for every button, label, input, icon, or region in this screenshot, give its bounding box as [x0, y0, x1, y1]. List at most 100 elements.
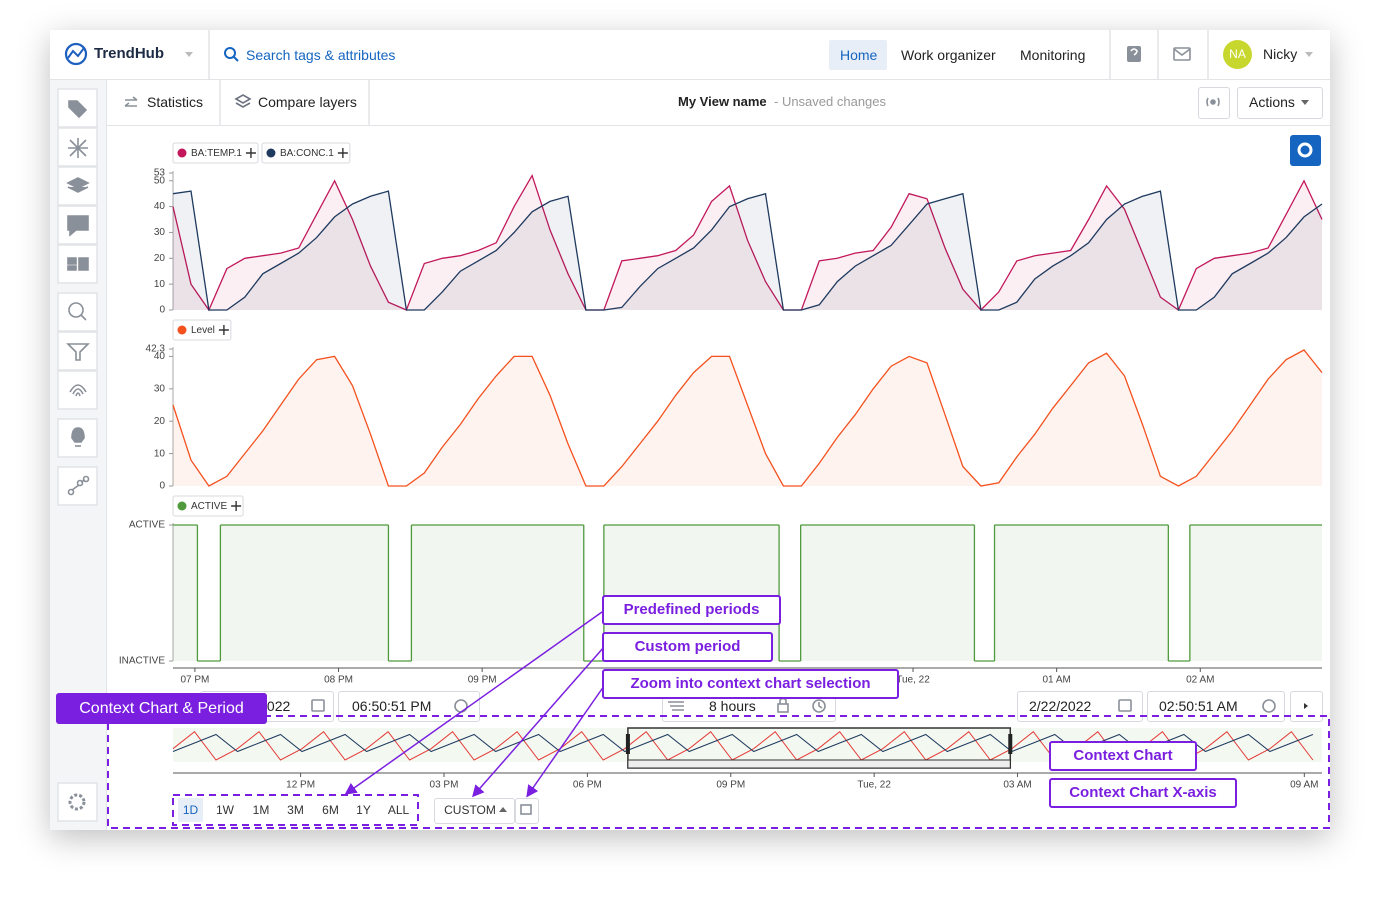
annotation: Zoom into context chart selection [602, 669, 899, 699]
selection-handle [627, 759, 1011, 769]
annotation: Context Chart & Period [56, 693, 267, 724]
legend-box [172, 142, 259, 164]
legend-item[interactable]: ACTIVE [172, 495, 244, 517]
x-tick-label: 08 PM [324, 675, 353, 686]
step-area [220, 525, 389, 661]
duration-text[interactable]: 8 hours [709, 698, 756, 714]
end-time-text[interactable]: 02:50:51 AM [1159, 698, 1238, 714]
y-tick-label: 42.3 [146, 344, 166, 355]
zoom-button[interactable] [515, 798, 539, 824]
avatar[interactable]: NA [1223, 40, 1252, 69]
x-tick-label: 09 PM [716, 780, 745, 791]
y-tick-label: ACTIVE [129, 520, 165, 531]
actions-label[interactable]: Actions [1249, 94, 1295, 110]
settings-button[interactable] [1290, 135, 1321, 166]
y-tick-label: 30 [154, 227, 166, 238]
step-area [800, 525, 975, 661]
step-area [994, 525, 1169, 661]
annotation: Custom period [602, 632, 773, 662]
preset-button[interactable]: 1M [252, 803, 270, 817]
annotation-arrows [344, 611, 605, 798]
actions-button[interactable] [1237, 87, 1323, 119]
x-tick-label: Tue, 22 [896, 675, 930, 686]
y-tick-label: 40 [154, 351, 166, 362]
legend-swatch [177, 148, 187, 158]
nav-home[interactable]: Home [840, 47, 878, 63]
x-tick-label: 09 PM [468, 675, 497, 686]
search[interactable]: Search tags & attributes [246, 47, 396, 63]
nav-item[interactable]: Work organizer [901, 47, 996, 63]
step-area [173, 525, 198, 661]
x-tick-label: 03 PM [430, 780, 459, 791]
x-tick-label: 12 PM [286, 780, 315, 791]
view-status: - Unsaved changes [774, 94, 887, 109]
annotation: Context Chart X-axis [1049, 778, 1237, 808]
preset-button[interactable]: 1Y [356, 803, 371, 817]
y-tick-label: 30 [154, 383, 166, 394]
legend-swatch [177, 325, 187, 335]
context-line [172, 733, 1314, 753]
legend-swatch [177, 501, 187, 511]
x-tick-label: 06 PM [573, 780, 602, 791]
step-area [1189, 525, 1322, 661]
y-tick-label: 20 [154, 416, 166, 427]
handle-right [1008, 734, 1013, 754]
logo[interactable]: TrendHub [94, 45, 164, 62]
preset-button[interactable]: 3M [287, 803, 304, 817]
start-time-text[interactable]: 06:50:51 PM [352, 698, 432, 714]
legend-label: ACTIVE [191, 501, 227, 512]
annotation: Context Chart [1049, 741, 1197, 771]
end-date-text[interactable]: 2/22/2022 [1029, 698, 1092, 714]
y-tick-label: INACTIVE [119, 656, 165, 667]
legend-item[interactable]: BA:TEMP.1 [172, 142, 259, 164]
step-area [411, 525, 584, 661]
y-tick-label: 10 [154, 448, 166, 459]
move-icon [337, 148, 348, 158]
annotation: Predefined periods [602, 595, 781, 625]
custom-label[interactable]: CUSTOM [444, 803, 496, 817]
y-tick-label: 0 [159, 481, 165, 492]
move-icon [245, 148, 256, 158]
area [173, 191, 1322, 310]
legend-label: BA:CONC.1 [280, 148, 334, 159]
line [172, 349, 1323, 487]
y-tick-label: 0 [159, 305, 165, 316]
x-tick-label: Tue, 22 [857, 780, 891, 791]
handle-left [625, 734, 630, 754]
legend-item[interactable]: Level [172, 319, 232, 341]
user-name[interactable]: Nicky [1263, 46, 1298, 62]
annotation-frames [107, 715, 1330, 829]
y-tick-label: 20 [154, 253, 166, 264]
divider [106, 125, 1330, 126]
nav-item[interactable]: Monitoring [1020, 47, 1086, 63]
legend-box [172, 319, 232, 341]
preset-button[interactable]: 6M [322, 803, 339, 817]
x-tick-label: 09 AM [1290, 780, 1318, 791]
x-tick-label: 01 AM [1042, 675, 1070, 686]
nav-active-bg [829, 40, 887, 70]
line [172, 190, 1323, 311]
legend-box [172, 495, 244, 517]
legend-label: Level [191, 325, 215, 336]
legend-item[interactable]: BA:CONC.1 [261, 142, 351, 164]
area [173, 175, 1322, 310]
y-tick-label: 53 [154, 168, 166, 179]
x-tick-label: 07 PM [180, 675, 209, 686]
area [173, 350, 1322, 486]
statistics-button[interactable]: Statistics [147, 94, 204, 110]
legend-label: BA:TEMP.1 [191, 148, 242, 159]
line [172, 174, 1323, 312]
move-icon [218, 325, 229, 335]
preset-button[interactable]: 1D [178, 798, 203, 822]
move-icon [231, 501, 242, 511]
legend-swatch [266, 148, 276, 158]
y-tick-label: 50 [154, 175, 166, 186]
preset-button[interactable]: 1W [216, 803, 234, 817]
preset-button[interactable]: ALL [387, 803, 410, 817]
compare-button[interactable]: Compare layers [258, 94, 357, 110]
x-tick-label: 02 AM [1186, 675, 1214, 686]
